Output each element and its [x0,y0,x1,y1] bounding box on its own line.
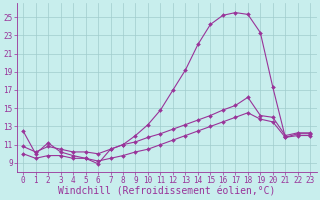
X-axis label: Windchill (Refroidissement éolien,°C): Windchill (Refroidissement éolien,°C) [58,187,276,197]
